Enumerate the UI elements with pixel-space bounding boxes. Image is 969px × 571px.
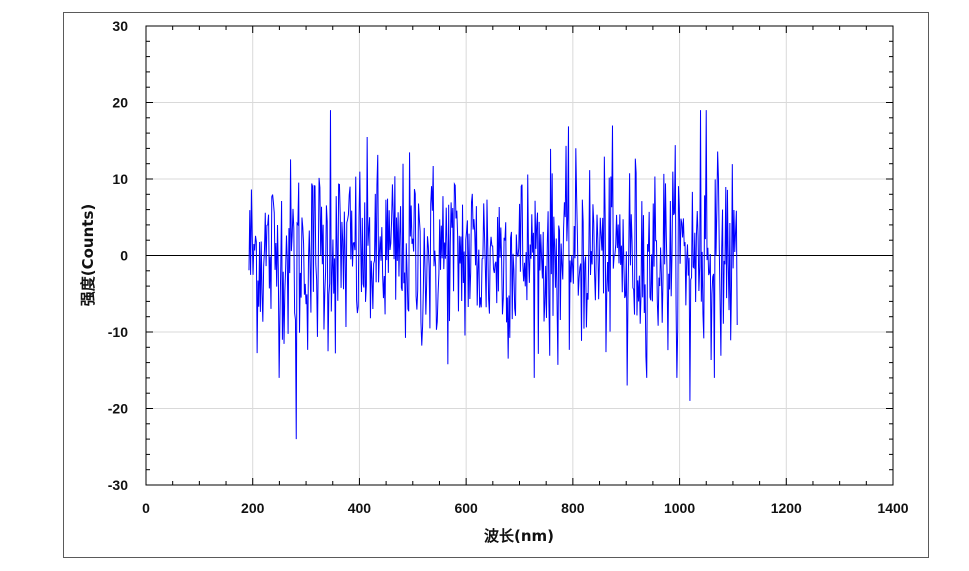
- series-line: [248, 110, 738, 440]
- x-tick-label: 800: [561, 500, 585, 516]
- y-tick-label: 0: [120, 248, 128, 264]
- y-axis-title: 强度(Counts): [79, 204, 97, 306]
- y-tick-labels: -30 -20 -10 0 10 20 30: [108, 18, 128, 493]
- y-tick-label: -10: [108, 324, 128, 340]
- x-axis-title: 波长(nm): [484, 527, 554, 545]
- y-tick-label: 30: [112, 18, 128, 34]
- y-tick-label: -30: [108, 477, 128, 493]
- x-tick-label: 400: [348, 500, 372, 516]
- y-tick-label: 10: [112, 171, 128, 187]
- x-tick-label: 0: [142, 500, 150, 516]
- x-tick-label: 200: [241, 500, 265, 516]
- x-tick-label: 1000: [664, 500, 695, 516]
- x-tick-label: 1400: [877, 500, 908, 516]
- x-tick-labels: 0 200 400 600 800 1000 1200 1400: [142, 500, 909, 516]
- x-tick-label: 600: [454, 500, 478, 516]
- y-tick-label: -20: [108, 401, 128, 417]
- y-tick-label: 20: [112, 95, 128, 111]
- ticks: [145, 25, 894, 486]
- x-tick-label: 1200: [771, 500, 802, 516]
